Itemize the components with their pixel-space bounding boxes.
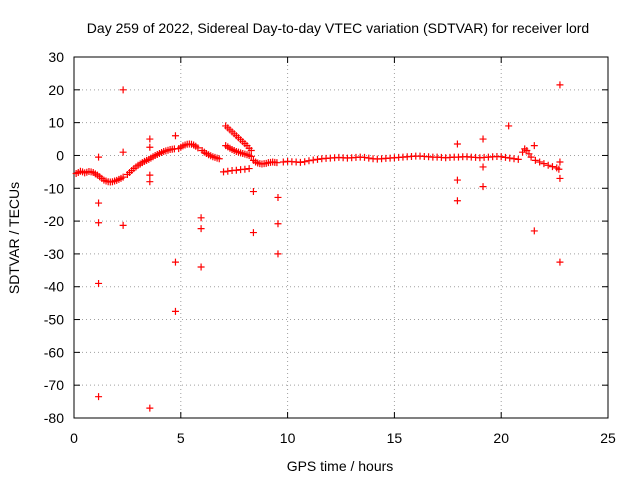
- plot-frame: [73, 56, 609, 419]
- data-point: [548, 163, 556, 171]
- data-point: [215, 155, 223, 163]
- data-point: [506, 154, 514, 162]
- data-point: [171, 258, 179, 266]
- data-point: [479, 135, 487, 143]
- y-axis-title: SDTVAR / TECUs: [6, 182, 22, 294]
- data-point: [555, 165, 563, 173]
- data-point: [119, 173, 127, 181]
- grid-lines: [74, 57, 608, 418]
- data-point: [527, 153, 535, 161]
- x-tick-label: 5: [177, 430, 185, 446]
- data-point: [220, 168, 228, 176]
- data-point: [274, 193, 282, 201]
- data-point: [197, 214, 205, 222]
- x-axis-title: GPS time / hours: [287, 458, 394, 474]
- series-outliers: [95, 81, 564, 412]
- data-point: [95, 153, 103, 161]
- data-point: [479, 183, 487, 191]
- data-point: [95, 219, 103, 227]
- y-tick-label: 10: [48, 115, 64, 131]
- data-points: [72, 81, 564, 412]
- data-point: [279, 158, 287, 166]
- data-point: [146, 404, 154, 412]
- y-tick-label: 0: [56, 147, 64, 163]
- data-point: [119, 221, 127, 229]
- data-point: [301, 158, 309, 166]
- data-point: [514, 155, 522, 163]
- data-point: [309, 156, 317, 164]
- data-point: [556, 81, 564, 89]
- data-point: [119, 148, 127, 156]
- data-point: [530, 227, 538, 235]
- data-point: [146, 135, 154, 143]
- data-point: [146, 178, 154, 186]
- y-tick-label: 20: [48, 82, 64, 98]
- data-point: [510, 155, 518, 163]
- data-point: [95, 393, 103, 401]
- data-point: [314, 155, 322, 163]
- y-tick-label: -60: [44, 344, 64, 360]
- data-point: [194, 144, 202, 152]
- data-point: [556, 174, 564, 182]
- x-tick-label: 25: [600, 430, 616, 446]
- data-point: [453, 176, 461, 184]
- data-point: [146, 171, 154, 179]
- axis-ticks: -80 -70 -60 -50 -40 -30 -20 -10 0 10 20 30 0 5 10 15 20 2…: [44, 49, 616, 446]
- data-point: [245, 165, 253, 173]
- data-point: [453, 197, 461, 205]
- data-point: [540, 160, 548, 168]
- x-tick-label: 20: [493, 430, 509, 446]
- chart-title: Day 259 of 2022, Sidereal Day-to-day VTE…: [87, 20, 589, 36]
- data-point: [274, 250, 282, 258]
- x-tick-label: 15: [387, 430, 403, 446]
- y-tick-label: -20: [44, 213, 64, 229]
- data-point: [241, 165, 249, 173]
- data-point: [365, 154, 373, 162]
- data-point: [501, 153, 509, 161]
- series-main-trace: [72, 122, 563, 186]
- y-tick-label: -50: [44, 312, 64, 328]
- data-point: [274, 220, 282, 228]
- data-point: [171, 307, 179, 315]
- data-point: [556, 158, 564, 166]
- x-tick-label: 10: [280, 430, 296, 446]
- x-tick-label: 0: [70, 430, 78, 446]
- data-point: [146, 143, 154, 151]
- data-point: [197, 263, 205, 271]
- data-point: [453, 140, 461, 148]
- data-point: [247, 147, 255, 155]
- data-point: [305, 157, 313, 165]
- data-point: [544, 161, 552, 169]
- data-point: [497, 153, 505, 161]
- data-point: [247, 152, 255, 160]
- y-tick-label: -10: [44, 180, 64, 196]
- data-point: [556, 258, 564, 266]
- data-point: [249, 188, 257, 196]
- data-point: [249, 229, 257, 237]
- data-point: [119, 86, 127, 94]
- data-point: [95, 199, 103, 207]
- data-point: [531, 156, 539, 164]
- data-point: [505, 122, 513, 130]
- data-point: [95, 279, 103, 287]
- y-tick-label: -30: [44, 246, 64, 262]
- y-tick-label: -70: [44, 377, 64, 393]
- data-point: [197, 225, 205, 233]
- y-tick-label: -80: [44, 410, 64, 426]
- data-point: [360, 153, 368, 161]
- data-point: [171, 132, 179, 140]
- y-tick-label: 30: [48, 49, 64, 65]
- y-tick-label: -40: [44, 279, 64, 295]
- data-point: [536, 158, 544, 166]
- data-point: [530, 142, 538, 150]
- data-point: [479, 163, 487, 171]
- data-point: [232, 166, 240, 174]
- data-point: [296, 158, 304, 166]
- data-point: [224, 167, 232, 175]
- data-point: [273, 159, 281, 167]
